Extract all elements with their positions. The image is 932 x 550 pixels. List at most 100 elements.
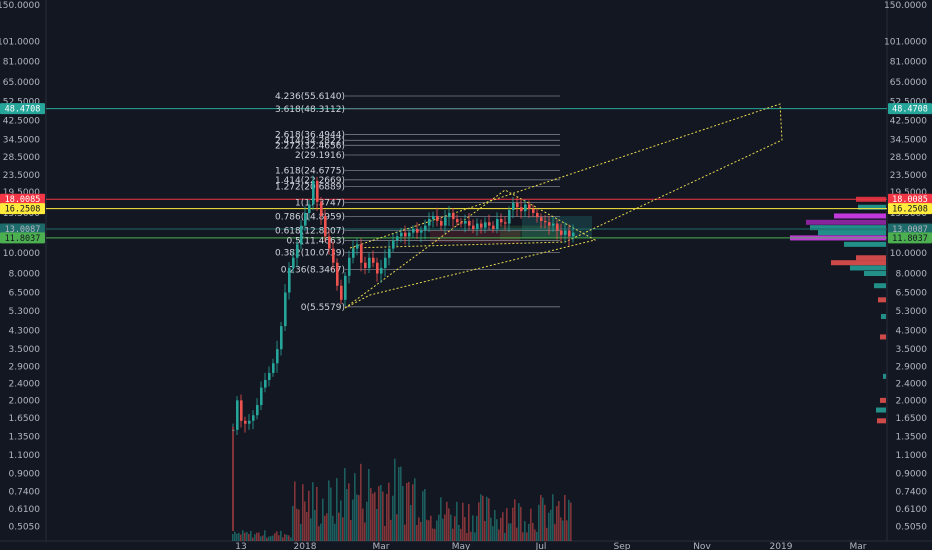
candle-body [256,405,259,416]
volume-bar [442,518,444,541]
volume-bar [466,532,468,541]
volume-bar [540,495,542,541]
volume-bar [340,500,342,541]
candle-body [412,229,415,233]
candle-body [316,180,319,202]
y-tick-left: 2.9000 [9,362,41,372]
candle-body [348,257,351,276]
volume-bar [326,513,328,541]
candle-body [484,222,487,228]
candle-body [472,225,475,230]
volume-bar [266,537,268,541]
candle-body [272,363,275,373]
y-tick-right: 34.5000 [890,136,927,146]
volume-bar [300,524,302,541]
volume-bar [382,491,384,541]
fib-level-label: 2(29.1916) [295,151,345,161]
volume-bar [402,486,404,541]
candle-body [572,232,575,237]
volume-bar [380,484,382,541]
volume-bar [348,483,350,541]
descending-channel[interactable] [344,189,597,309]
candle-body [304,212,307,226]
volume-bar [344,468,346,541]
y-tick-right: 0.7400 [896,487,928,497]
volume-bar [264,530,266,541]
volume-bar [302,484,304,541]
volume-bar [418,517,420,541]
volume-bar [398,467,400,541]
candle-body [424,225,427,231]
price-badge [0,193,45,205]
candle-body [480,223,483,228]
volume-bar [546,527,548,541]
candle-body [392,240,395,249]
fib-level-label: 0.618(12.8007) [275,226,345,236]
volume-bar [236,533,238,541]
volume-bar [298,509,300,541]
y-tick-left: 4.3000 [9,326,41,336]
price-badge-label: 16.2508 [892,205,928,215]
volume-bar [272,535,274,541]
volume-bar [472,515,474,541]
candle-body [488,222,491,226]
candle-body [280,326,283,350]
candle-body [408,232,411,237]
x-tick: Jul [535,542,547,550]
volume-bar [462,502,464,541]
volume-profile-bar [831,260,886,266]
ascending-channel[interactable] [349,103,783,249]
candle-body [528,204,531,209]
candle-body [420,230,423,233]
price-badge-label: 16.2508 [5,205,41,215]
volume-bar [532,522,534,541]
price-badge [0,232,45,244]
volume-bar [262,535,264,541]
volume-bar [500,517,502,541]
y-tick-left: 81.0000 [3,58,40,68]
y-tick-right: 101.0000 [884,37,927,47]
price-badge-label: 13.0087 [5,225,41,235]
volume-bar [292,505,294,541]
volume-profile-bar [880,334,886,340]
volume-bar [366,501,368,541]
candle-body [520,207,523,212]
y-tick-right: 0.6100 [896,505,928,515]
candle-body [416,229,419,233]
price-badge [0,203,45,215]
volume-bar [450,514,452,541]
y-tick-right: 4.3000 [896,326,928,336]
volume-bar [434,528,436,541]
volume-bar [286,534,288,541]
candle-body [328,236,331,249]
candle-body [248,420,251,424]
candle-body [352,248,355,258]
volume-bar [426,519,428,541]
volume-bar [310,518,312,541]
y-axis-left: 150.0000 101.0000 81.0000 65.0000 52.5000 42.… [0,1,40,532]
volume-bar [564,495,566,541]
candle-body [524,204,527,212]
trend-channels[interactable] [344,103,783,309]
volume-bar [390,519,392,541]
volume-bar [354,473,356,541]
y-tick-right: 52.5000 [890,97,927,107]
y-tick-left: 42.5000 [3,117,40,127]
candle-body [452,212,455,220]
volume-bar [270,536,272,541]
fib-level-label: 0(5.5579) [301,303,345,313]
candle-body [368,257,371,268]
candle-body [552,223,555,226]
volume-bar [332,515,334,541]
volume-bar [364,522,366,541]
fib-level-label: 2.272(32.4656) [275,141,345,151]
volume-bar [498,529,500,541]
volume-bar [512,507,514,541]
volume-bar [350,519,352,541]
x-tick: May [452,542,471,550]
candle-body [388,248,391,258]
y-tick-right: 3.5000 [896,345,928,355]
candle-body [384,257,387,268]
volume-bar [528,523,530,541]
